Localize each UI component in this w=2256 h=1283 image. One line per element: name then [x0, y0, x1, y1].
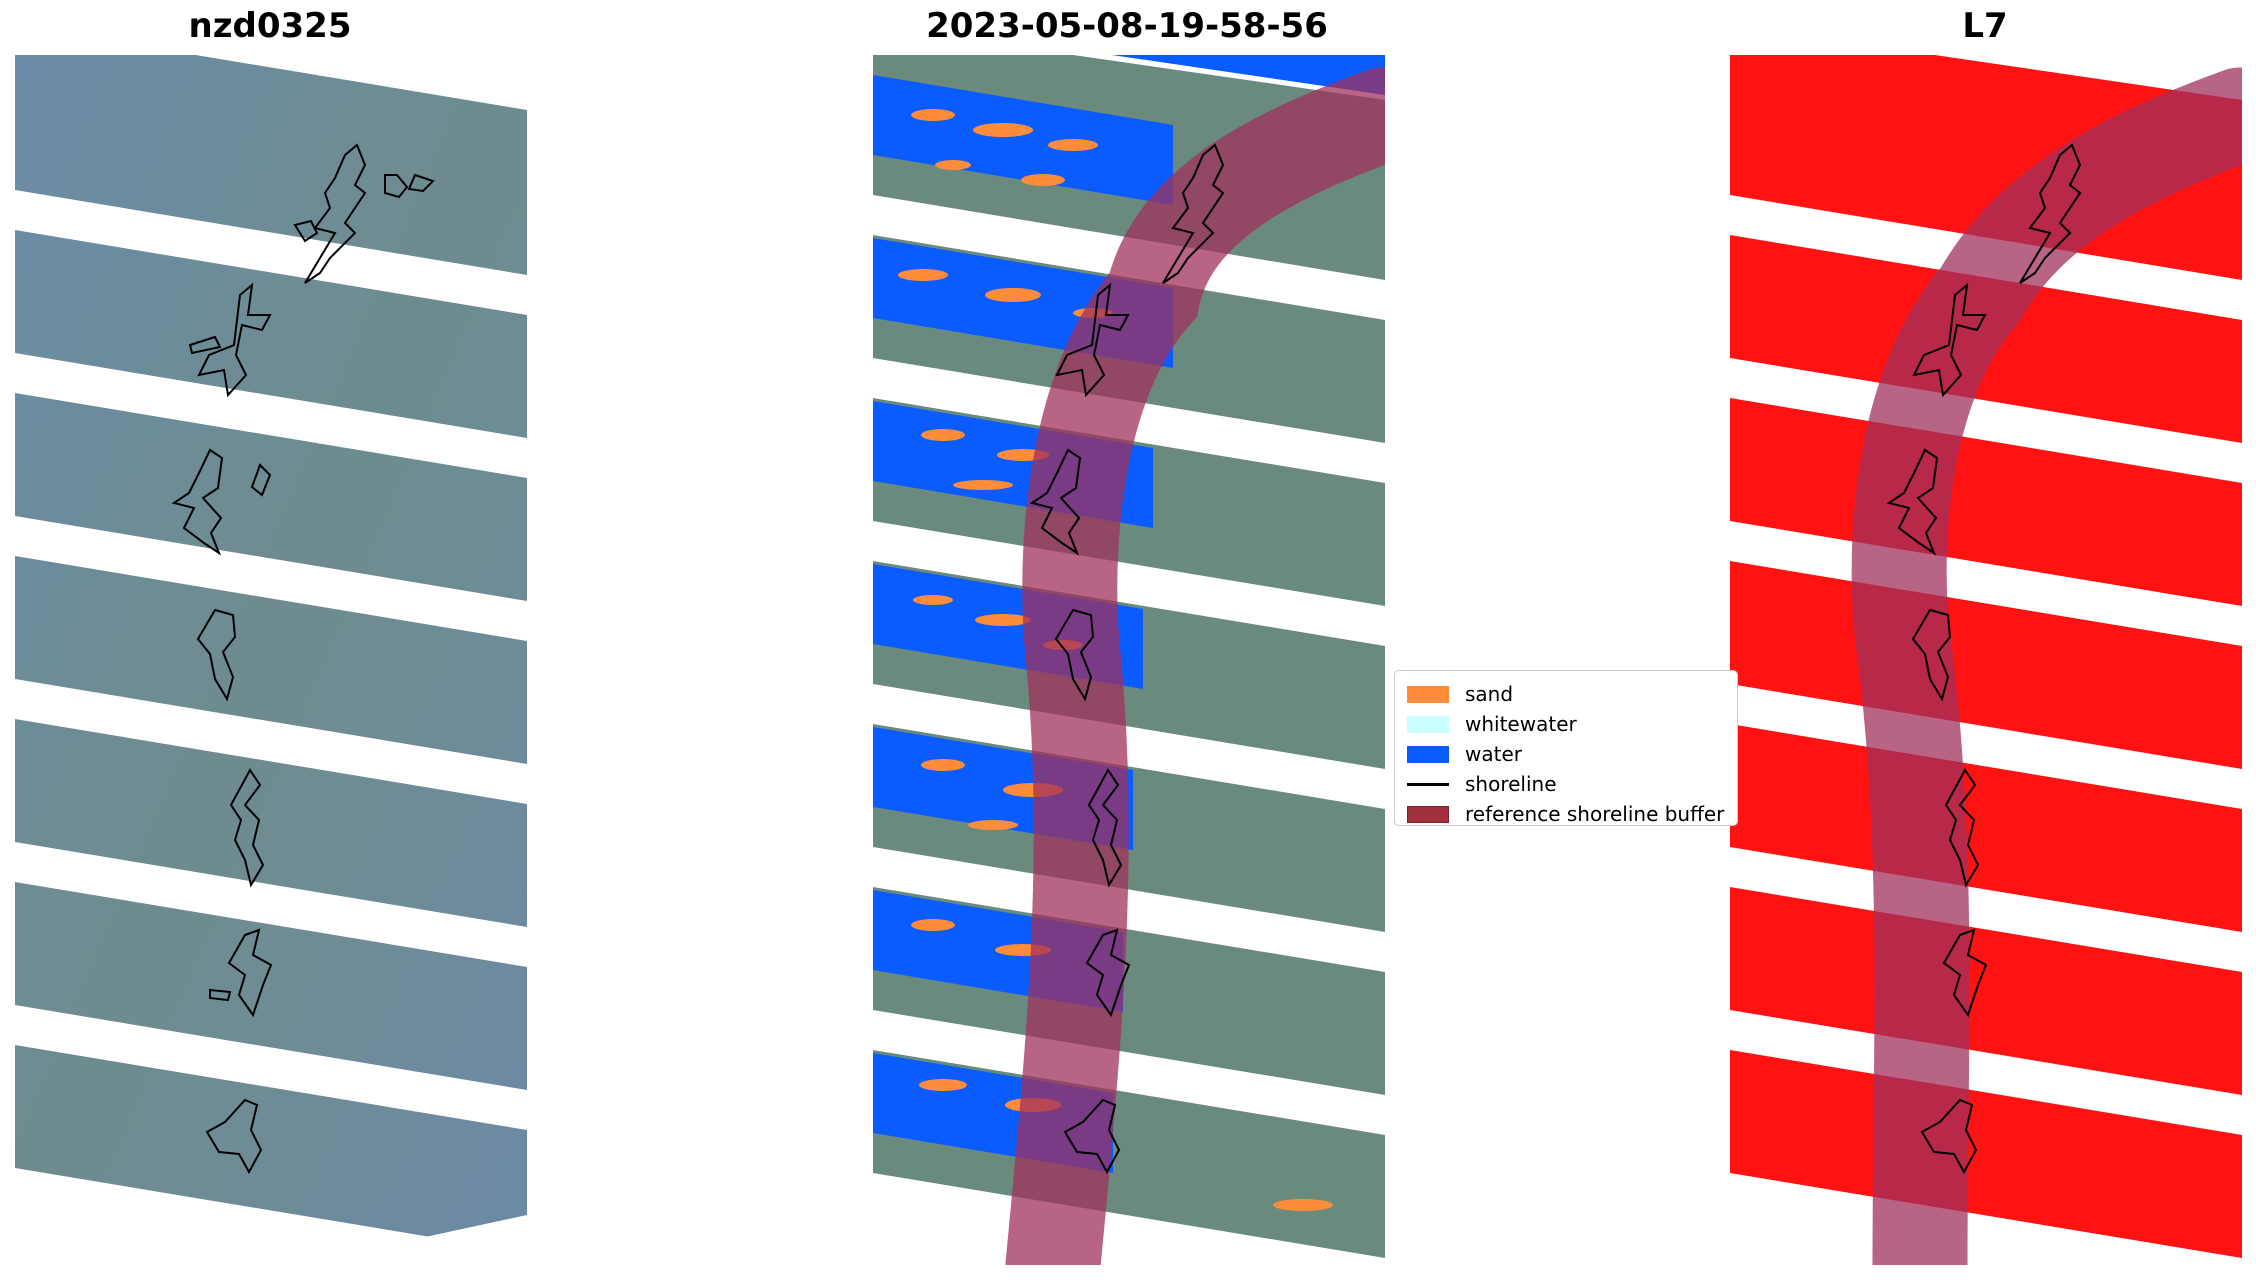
- panel-title-middle: 2023-05-08-19-58-56: [926, 6, 1328, 46]
- reference-buffer-right: [1851, 67, 2242, 1265]
- whitewater-swatch: [1407, 715, 1449, 733]
- legend-item-shoreline: shoreline: [1407, 769, 1725, 799]
- classified-image: [873, 55, 1385, 1265]
- cloud-mask-image: [1730, 55, 2242, 1265]
- classified-image-panel: [873, 55, 1385, 1265]
- cloud-mask-panel: [1730, 55, 2242, 1265]
- sand-swatch: [1407, 685, 1449, 703]
- water-swatch: [1407, 745, 1449, 763]
- rgb-image: [15, 55, 527, 1265]
- panel-title-left: nzd0325: [188, 6, 352, 46]
- legend-item-reference-buffer: reference shoreline buffer: [1407, 799, 1725, 829]
- legend-label: shoreline: [1465, 772, 1557, 796]
- legend-label: sand: [1465, 682, 1514, 706]
- panel-title-right: L7: [1962, 6, 2008, 46]
- legend-label: reference shoreline buffer: [1465, 802, 1725, 826]
- legend-label: water: [1465, 742, 1522, 766]
- rgb-image-panel: [15, 55, 527, 1265]
- shoreline-line-icon: [1407, 782, 1449, 786]
- legend-item-water: water: [1407, 739, 1725, 769]
- buffer-swatch: [1407, 805, 1449, 823]
- legend: sand whitewater water shoreline referenc…: [1394, 670, 1738, 826]
- legend-item-sand: sand: [1407, 679, 1725, 709]
- legend-item-whitewater: whitewater: [1407, 709, 1725, 739]
- legend-label: whitewater: [1465, 712, 1577, 736]
